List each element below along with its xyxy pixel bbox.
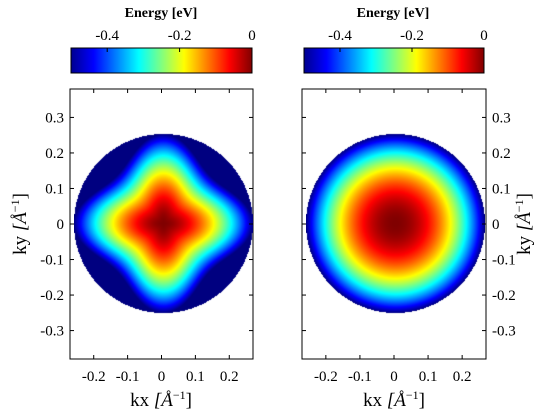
- y-tick-label: 0: [57, 217, 65, 233]
- x-tick-label: -0.1: [116, 369, 140, 385]
- colorbar-tick-label: -0.2: [400, 28, 424, 44]
- x-tick-labels-left: -0.2 -0.1 0 0.1 0.2: [82, 89, 239, 385]
- x-tick-label: 0: [158, 369, 166, 385]
- colorbar-tick-label: -0.4: [95, 28, 119, 44]
- x-axis-label-end-left: ]: [186, 390, 192, 411]
- y-tick-labels-right: -0.3 -0.2 -0.1 0 0.1 0.2 0.3: [302, 110, 516, 340]
- x-axis-label-sup-left: −1: [173, 388, 186, 402]
- y-axis-label-left: ky [Å−1]: [8, 193, 31, 255]
- y-tick-label: 0.1: [492, 181, 511, 197]
- x-tick-label: 0: [390, 369, 398, 385]
- x-tick-labels-right: -0.2 -0.1 0 0.1 0.2: [314, 89, 472, 385]
- x-axis-label-main-right: kx: [363, 390, 383, 411]
- y-tick-label: 0.2: [45, 146, 64, 162]
- colorbar-label-right: Energy [eV]: [357, 6, 430, 21]
- colorbar-gradient-right: [303, 47, 485, 74]
- plot-area-right: -0.2 -0.1 0 0.1 0.2 -0.3 -0.2 -0.1 0 0.1 0.2 0.3 k…: [301, 88, 535, 411]
- colorbar-gradient-left: [70, 47, 253, 74]
- x-axis-label-sup-right: −1: [406, 388, 419, 402]
- y-tick-label: 0.2: [492, 146, 511, 162]
- x-tick-label: -0.2: [314, 369, 338, 385]
- colorbar-left: Energy [eV] -0.4 -0.2 0: [70, 6, 256, 74]
- y-axis-label-sup-left: −1: [8, 199, 22, 212]
- colorbar-tick-label: 0: [480, 28, 488, 44]
- y-axis-label-end-left: ]: [10, 193, 31, 199]
- y-tick-label: -0.2: [492, 288, 516, 304]
- x-tick-label: -0.2: [82, 369, 106, 385]
- y-axis-label-main-right: ky: [514, 235, 535, 255]
- heatmap-disk-right: [306, 133, 485, 314]
- right-panel: Energy [eV] -0.4 -0.2 0 -0.2 -0.1 0 0.1 0.2 -0…: [301, 6, 535, 411]
- colorbar-right: Energy [eV] -0.4 -0.2 0: [303, 6, 488, 74]
- x-axis-label-unit-left: [Å: [154, 390, 173, 411]
- x-tick-label: 0.1: [186, 369, 205, 385]
- colorbar-tick-label: -0.2: [168, 28, 192, 44]
- y-tick-label: -0.3: [40, 324, 64, 340]
- y-tick-labels-left: -0.3 -0.2 -0.1 0 0.1 0.2 0.3: [40, 110, 253, 340]
- x-axis-label-unit-right: [Å: [387, 390, 406, 411]
- x-axis-label-end-right: ]: [419, 390, 425, 411]
- y-tick-label: -0.1: [40, 253, 64, 269]
- x-tick-label: 0.2: [220, 369, 239, 385]
- x-axis-label-main-left: kx: [130, 390, 150, 411]
- y-tick-label: -0.3: [492, 324, 516, 340]
- y-tick-label: 0: [492, 217, 500, 233]
- y-tick-label: 0.3: [492, 110, 511, 126]
- x-axis-label-left: kx [Å−1]: [130, 388, 192, 411]
- colorbar-tick-label: 0: [248, 28, 256, 44]
- heatmap-disk-left: [74, 133, 253, 314]
- left-panel: Energy [eV] -0.4 -0.2 0 -0.2 -0.1 0 0.1 0.2 -0…: [8, 6, 256, 411]
- y-axis-label-sup-right: −1: [512, 199, 526, 212]
- y-axis-label-main-left: ky: [10, 235, 31, 255]
- x-tick-label: 0.2: [453, 369, 472, 385]
- y-tick-label: 0.3: [45, 110, 64, 126]
- y-axis-label-right: ky [Å−1]: [512, 193, 535, 255]
- colorbar-ticks-right: -0.4 -0.2 0: [328, 28, 488, 52]
- y-tick-label: 0.1: [45, 181, 64, 197]
- colorbar-tick-label: -0.4: [328, 28, 352, 44]
- y-tick-label: -0.1: [492, 253, 516, 269]
- x-tick-label: -0.1: [348, 369, 372, 385]
- x-axis-label-right: kx [Å−1]: [363, 388, 425, 411]
- colorbar-ticks-left: -0.4 -0.2 0: [95, 28, 256, 52]
- y-axis-label-unit-right: [Å: [514, 212, 535, 231]
- y-tick-label: -0.2: [40, 288, 64, 304]
- y-axis-label-unit-left: [Å: [10, 212, 31, 231]
- x-tick-label: 0.1: [419, 369, 438, 385]
- y-axis-label-end-right: ]: [514, 193, 535, 199]
- colorbar-label-left: Energy [eV]: [125, 6, 198, 21]
- plot-area-left: -0.2 -0.1 0 0.1 0.2 -0.3 -0.2 -0.1 0 0.1 0.2 0.3 k…: [8, 88, 254, 411]
